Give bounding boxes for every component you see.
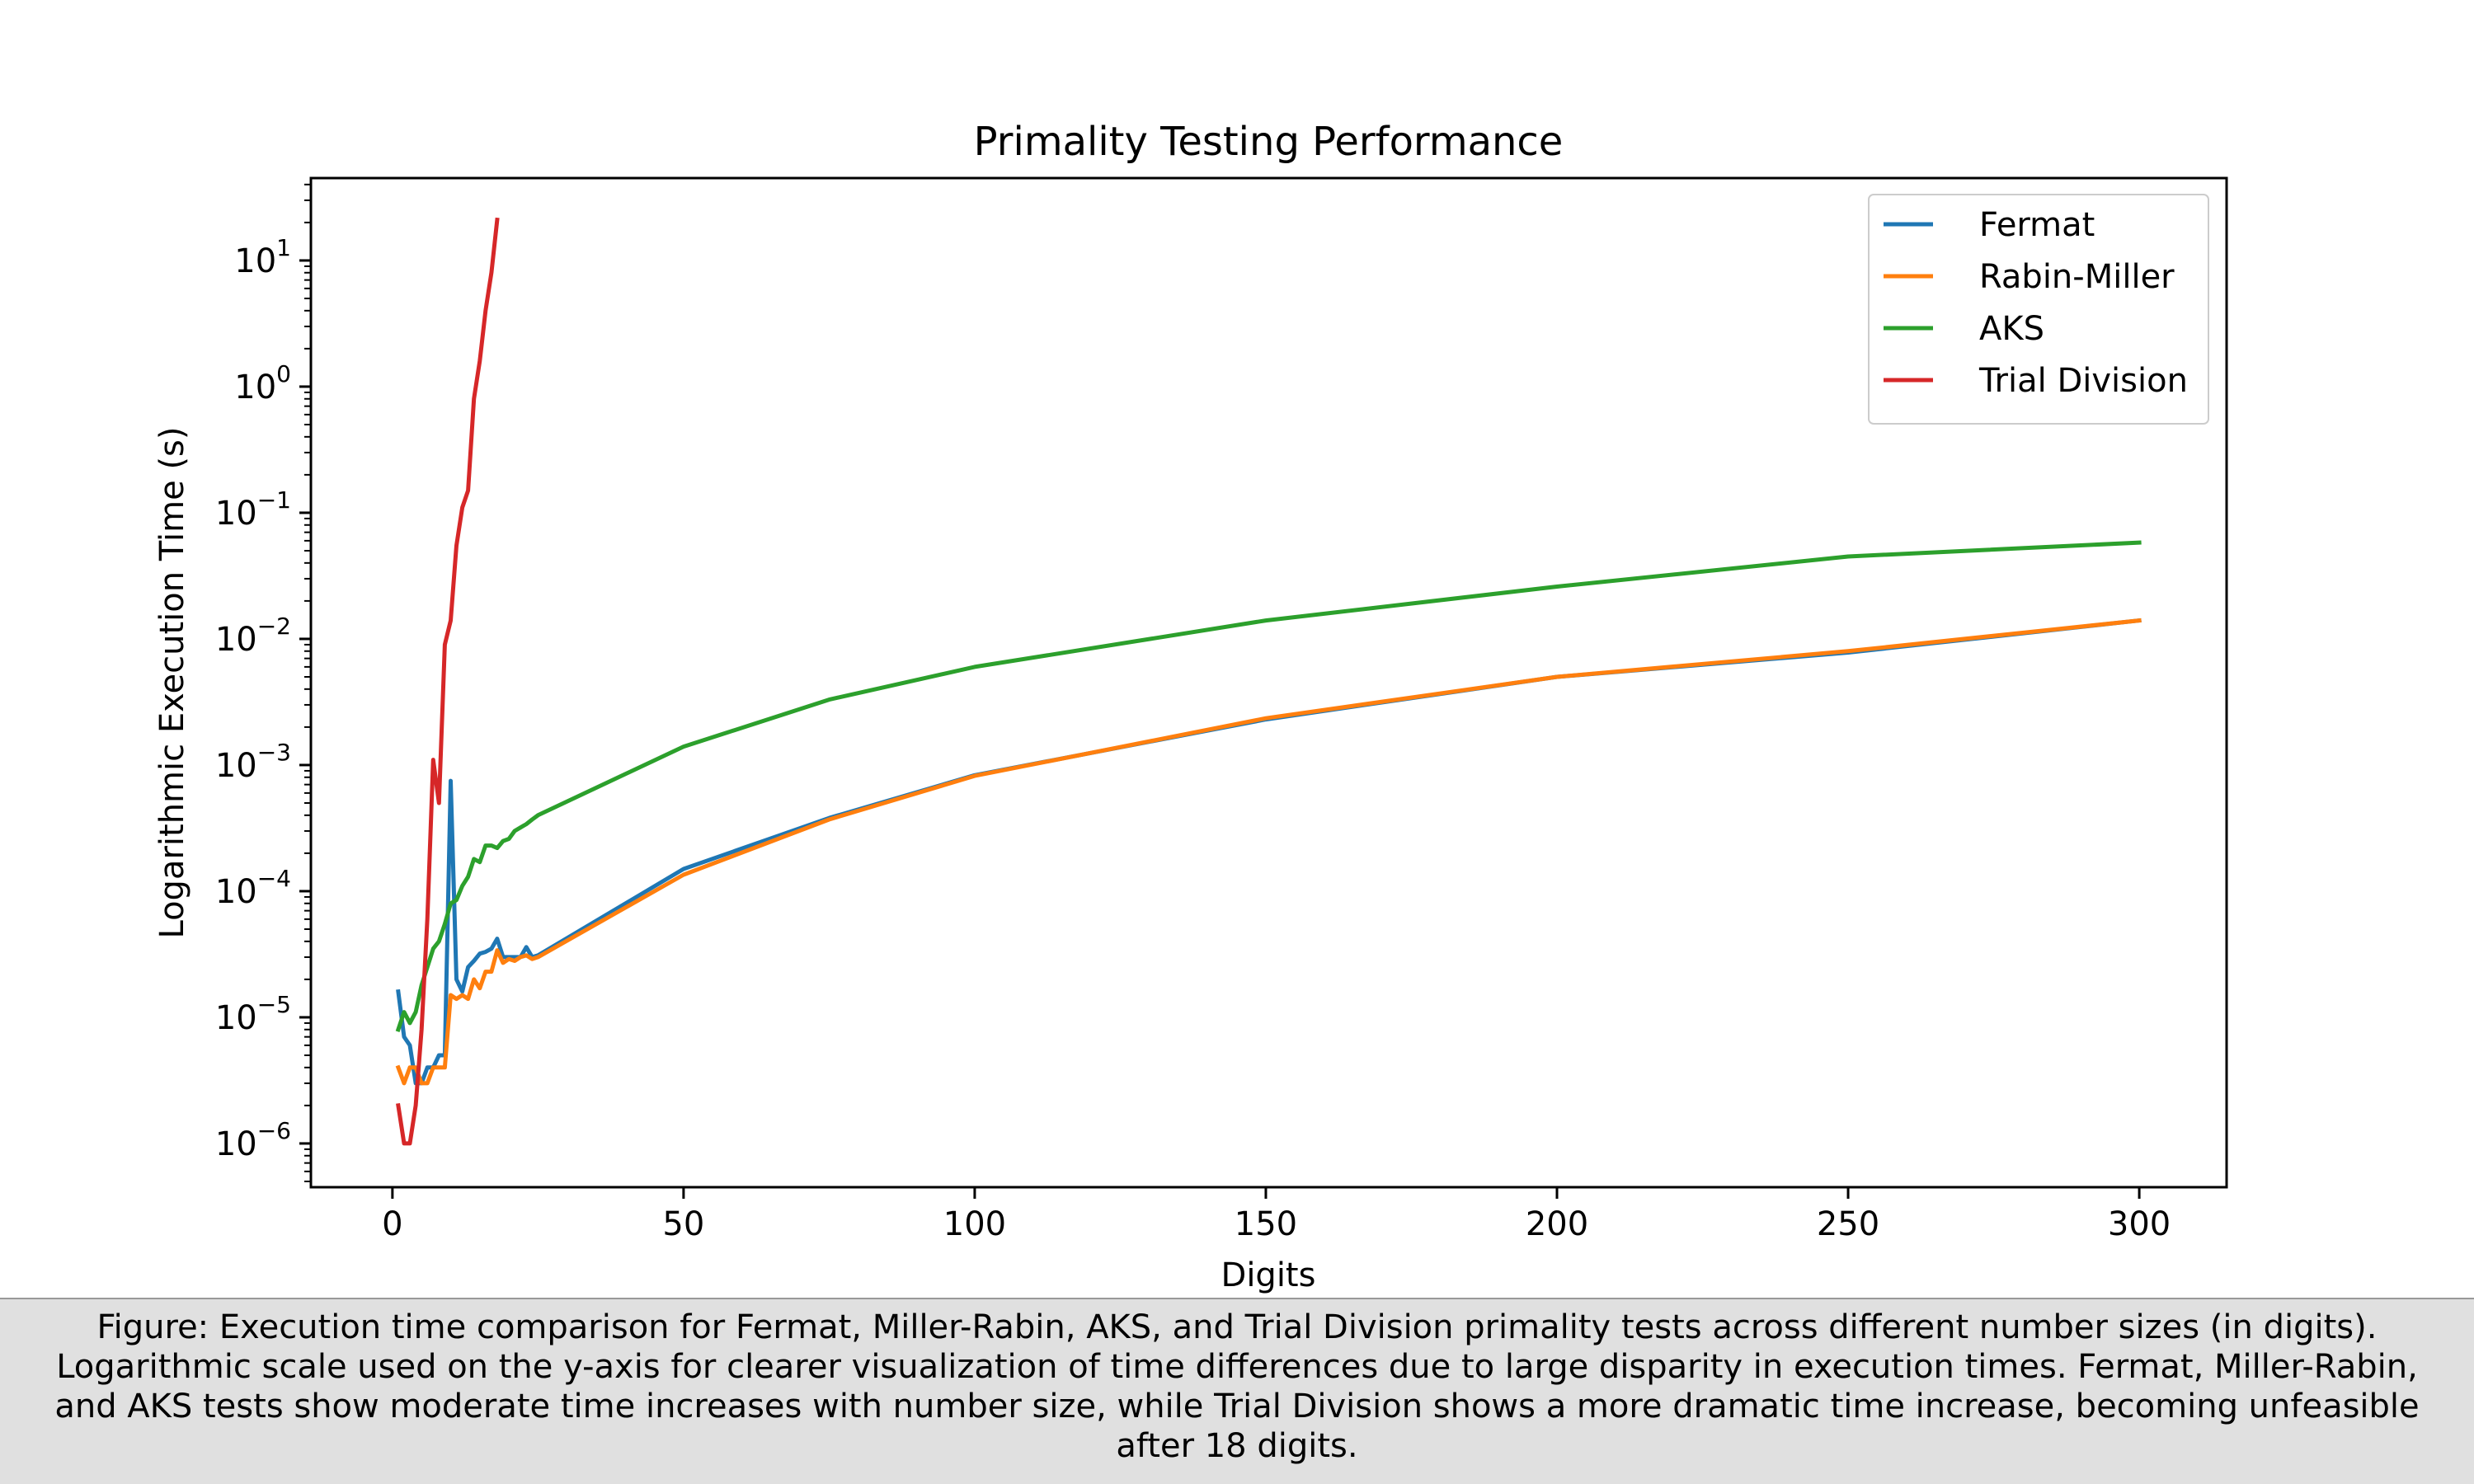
legend-label: Fermat	[1979, 206, 2095, 244]
legend-label: AKS	[1979, 310, 2044, 348]
x-tick-label: 200	[1526, 1205, 1588, 1243]
legend-label: Rabin-Miller	[1979, 258, 2175, 296]
plot-area	[395, 217, 2142, 1146]
series-line-rabin-miller	[395, 618, 2142, 1086]
x-tick-label: 50	[662, 1205, 704, 1243]
caption-line: Logarithmic scale used on the y-axis for…	[56, 1348, 2418, 1386]
series-line-aks	[395, 540, 2142, 1032]
legend: Fermat Rabin-Miller AKS Trial Division	[1868, 194, 2209, 425]
y-tick-label: 10−1	[215, 486, 291, 533]
legend-label: Trial Division	[1978, 362, 2188, 400]
y-axis-label: Logarithmic Execution Time (s)	[153, 427, 191, 939]
x-axis: 0 50 100 150 200 250 300	[382, 1187, 2171, 1243]
caption-line: after 18 digits.	[1116, 1427, 1358, 1465]
x-tick-label: 150	[1235, 1205, 1297, 1243]
legend-box	[1868, 194, 2209, 425]
x-tick-label: 100	[943, 1205, 1006, 1243]
y-tick-label: 101	[234, 234, 291, 280]
chart: Primality Testing Performance 0 50 100 150 2…	[153, 119, 2228, 1294]
x-axis-label: Digits	[1221, 1256, 1316, 1294]
y-tick-label: 10−5	[215, 991, 291, 1037]
chart-title: Primality Testing Performance	[974, 119, 1564, 165]
x-tick-label: 0	[382, 1205, 402, 1243]
series-line-trial-division	[396, 217, 500, 1146]
x-tick-label: 300	[2108, 1205, 2171, 1243]
figure-caption: Figure: Execution time comparison for Fe…	[0, 1298, 2474, 1484]
plot-frame	[309, 176, 2228, 1189]
caption-line: Figure: Execution time comparison for Fe…	[96, 1308, 2378, 1346]
x-tick-label: 250	[1817, 1205, 1879, 1243]
caption-line: and AKS tests show moderate time increas…	[54, 1388, 2420, 1425]
